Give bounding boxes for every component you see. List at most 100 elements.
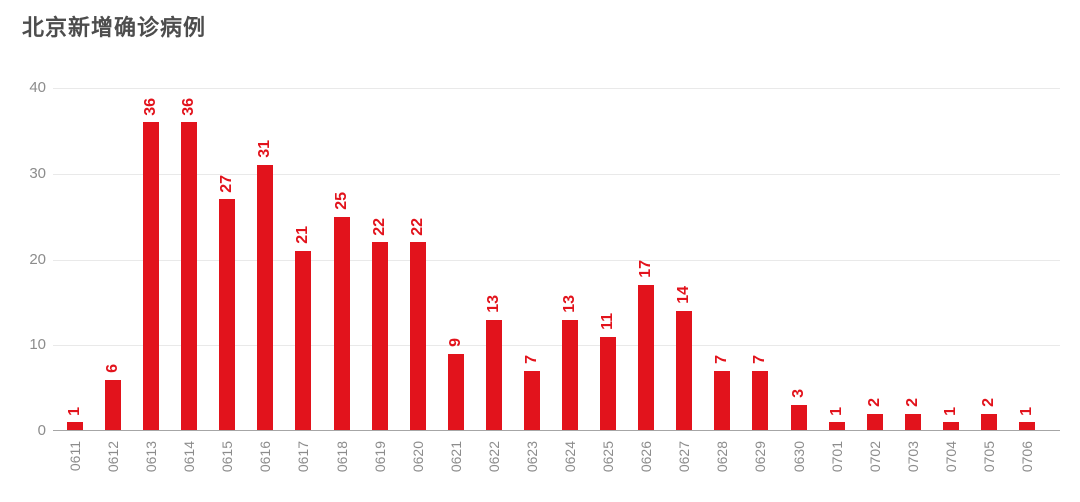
x-tick-0615: 0615 [208, 441, 246, 472]
y-tick-label: 30 [29, 164, 46, 182]
x-tick-0626: 0626 [627, 441, 665, 472]
bar [638, 285, 655, 431]
bar [828, 422, 845, 431]
x-tick-label: 0615 [219, 441, 236, 473]
bar-value-label: 9 [446, 337, 464, 347]
gridline-40 [53, 88, 1060, 89]
x-tick-0629: 0629 [741, 441, 779, 472]
bar-value-label: 1 [941, 406, 959, 416]
bar-column-0628: 7 [703, 355, 741, 431]
bar-value-label: 11 [599, 312, 617, 330]
bar-value-label: 2 [865, 397, 883, 407]
bar-value-label: 27 [218, 174, 236, 193]
x-tick-0616: 0616 [246, 441, 284, 472]
x-tick-0704: 0704 [932, 441, 970, 472]
gridline-10 [53, 345, 1060, 347]
bar [219, 199, 236, 431]
bar [371, 242, 388, 431]
x-tick-label: 0622 [485, 441, 502, 473]
x-tick-0625: 0625 [589, 441, 627, 472]
x-tick-0621: 0621 [437, 441, 475, 472]
x-tick-label: 0617 [295, 441, 312, 473]
bar-value-label: 2 [979, 397, 997, 407]
bar-column-0613: 36 [132, 98, 170, 431]
x-tick-label: 0620 [409, 441, 426, 473]
bar-value-label: 22 [370, 217, 388, 236]
y-tick-label: 10 [29, 336, 46, 354]
bar-column-0612: 6 [94, 364, 132, 431]
x-tick-label: 0627 [676, 441, 693, 473]
y-tick-label: 20 [29, 250, 46, 268]
x-tick-0703: 0703 [894, 441, 932, 472]
bar-value-label: 31 [256, 140, 274, 159]
bar [600, 336, 617, 431]
bar-column-0626: 17 [627, 260, 665, 431]
bar-column-0616: 31 [246, 140, 284, 431]
bar [181, 122, 198, 431]
x-tick-0624: 0624 [551, 441, 589, 472]
bar-value-label: 13 [484, 294, 502, 313]
bar [105, 379, 122, 431]
x-tick-label: 0704 [942, 441, 959, 473]
chart-title: 北京新增确诊病例 [22, 15, 207, 40]
x-tick-0701: 0701 [818, 441, 856, 472]
gridline-30 [53, 173, 1060, 175]
bar-value-label: 7 [751, 355, 769, 364]
x-tick-label: 0613 [143, 441, 160, 473]
bar-value-label: 1 [1018, 406, 1035, 416]
bar-value-label: 14 [675, 286, 693, 304]
x-tick-label: 0701 [828, 441, 845, 473]
bar-value-label: 1 [827, 406, 845, 416]
bar-column-0619: 22 [361, 218, 399, 431]
x-tick-label: 0619 [371, 441, 388, 473]
x-tick-0705: 0705 [970, 441, 1008, 472]
bar-value-label: 36 [142, 97, 160, 116]
bar-column-0611: 1 [56, 407, 94, 431]
x-tick-0706: 0706 [1008, 441, 1046, 472]
x-tick-label: 0703 [904, 441, 921, 473]
x-tick-label: 0611 [67, 441, 83, 472]
x-tick-0628: 0628 [703, 441, 741, 472]
x-tick-label: 0626 [638, 441, 655, 473]
bar-column-0704: 1 [932, 407, 970, 431]
bar-column-0629: 7 [741, 355, 779, 431]
gridline-20 [53, 259, 1060, 261]
bar-value-label: 13 [561, 294, 579, 313]
bar-column-0630: 3 [780, 389, 818, 431]
bar-value-label: 7 [522, 355, 540, 364]
x-tick-0611: 0611 [56, 441, 94, 471]
x-tick-label: 0628 [714, 441, 731, 473]
x-tick-0627: 0627 [665, 441, 703, 472]
y-tick-label: 40 [29, 79, 46, 96]
bar-column-0702: 2 [856, 398, 894, 431]
x-tick-0702: 0702 [856, 441, 894, 472]
x-tick-0630: 0630 [780, 441, 818, 472]
bar [1019, 422, 1035, 431]
bar [143, 122, 160, 431]
x-tick-0614: 0614 [170, 441, 208, 472]
x-tick-label: 0616 [257, 441, 274, 473]
y-tick-label: 0 [37, 422, 46, 439]
bar [714, 370, 731, 431]
bar-column-0701: 1 [818, 407, 856, 431]
bar-value-label: 17 [637, 260, 655, 279]
bar-column-0623: 7 [513, 355, 551, 431]
bar [562, 319, 579, 431]
bar-value-label: 1 [66, 406, 83, 416]
bar [904, 413, 921, 431]
bar [447, 353, 464, 431]
bar [67, 422, 83, 431]
bar [752, 370, 769, 431]
bar-column-0617: 21 [284, 226, 322, 431]
x-tick-label: 0706 [1019, 441, 1035, 473]
x-axis-line [53, 430, 1060, 431]
bar [676, 310, 693, 431]
bar-column-0624: 13 [551, 295, 589, 431]
x-tick-label: 0624 [562, 441, 579, 473]
bar-column-0621: 9 [437, 338, 475, 431]
bar [485, 319, 502, 431]
bar-column-0705: 2 [970, 398, 1008, 431]
bar-column-0625: 11 [589, 313, 627, 431]
bar-value-label: 25 [332, 191, 350, 210]
bar-value-label: 7 [713, 355, 731, 364]
